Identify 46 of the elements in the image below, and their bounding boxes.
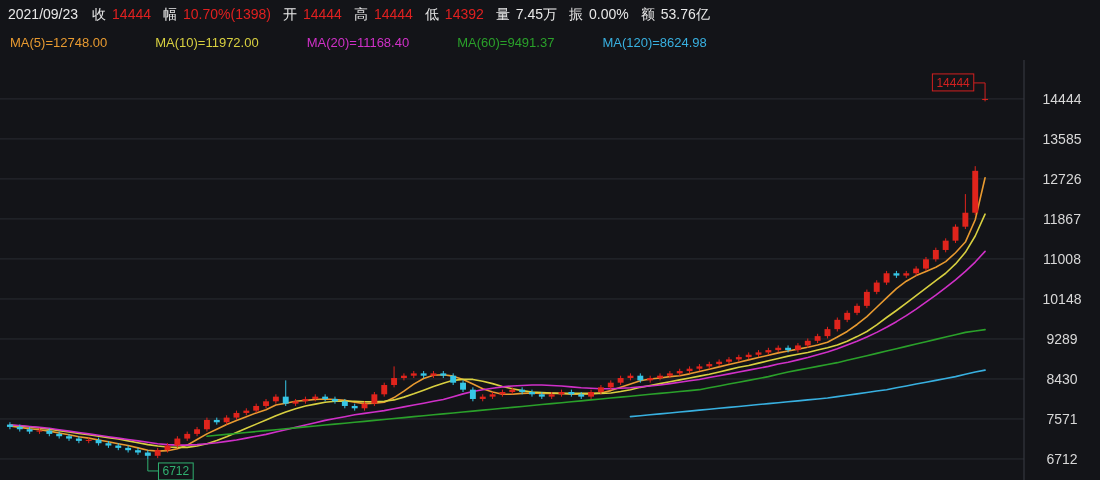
text: 14444 (373, 6, 414, 22)
line-series (206, 328, 986, 438)
text: 高 (353, 6, 368, 22)
text: MA(10)=11972.00 (155, 35, 259, 50)
text: MA(120)=8624.98 (602, 35, 707, 50)
candlestick (863, 289, 870, 309)
chart-title: 2021/09/23 (8, 6, 79, 22)
y-tick-label: 11008 (1043, 250, 1082, 267)
text: MA(60)=9491.37 (457, 35, 555, 50)
text: 14392 (444, 6, 484, 22)
y-tick-label: 9289 (1046, 330, 1078, 347)
text: 幅 (163, 6, 178, 22)
line-series (629, 369, 986, 418)
candlestick (982, 98, 989, 102)
text: 开 (282, 6, 297, 22)
candlestick (962, 193, 969, 230)
text: MA(5)=12748.00 (10, 35, 108, 50)
text: 10.70%(1398) (183, 6, 271, 22)
y-tick-label: 8430 (1046, 370, 1078, 387)
text: 0.00% (589, 6, 629, 22)
text: 量 (495, 6, 510, 22)
y-tick-label: 12726 (1042, 170, 1082, 187)
text: MA(20)=11168.40 (306, 35, 410, 50)
candlestick (666, 370, 673, 379)
annotation: 6712 (162, 463, 190, 478)
candlestick (66, 433, 72, 442)
text: 14444 (112, 6, 152, 22)
candlestick (391, 365, 398, 388)
text: 7.45万 (515, 6, 558, 22)
candlestick (726, 356, 732, 365)
line-series (9, 250, 986, 446)
text: 53.76亿 (660, 6, 710, 22)
y-tick-label: 11867 (1043, 210, 1082, 227)
y-tick-label: 14444 (1042, 90, 1082, 107)
text: 低 (424, 6, 439, 22)
annotation: 14444 (936, 75, 971, 90)
y-tick-label: 7571 (1046, 410, 1078, 427)
candlestick (135, 447, 141, 456)
text: 收 (92, 6, 107, 22)
candlestick (282, 379, 289, 407)
y-tick-label: 10148 (1042, 290, 1082, 307)
text: 14444 (302, 6, 343, 22)
text: 振 (569, 6, 584, 22)
text: 额 (640, 6, 655, 22)
y-tick-label: 6712 (1046, 450, 1078, 467)
y-tick-label: 13585 (1042, 130, 1082, 147)
